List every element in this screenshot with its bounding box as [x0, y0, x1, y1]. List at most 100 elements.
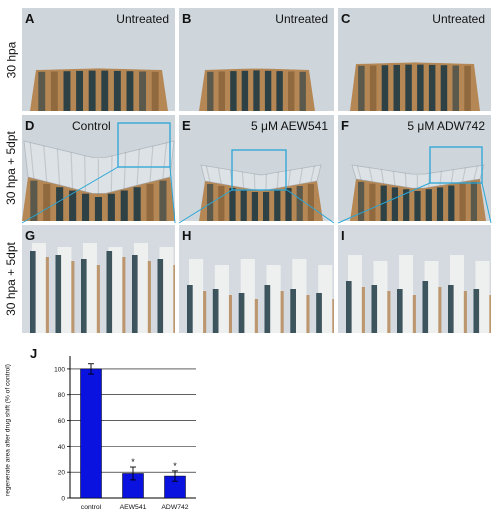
fin-image-B	[179, 8, 334, 111]
fin-ray	[288, 71, 295, 111]
pigment-stripe	[238, 293, 245, 333]
chart-panel-letter: J	[30, 346, 38, 361]
panel-H: H	[179, 225, 334, 333]
y-tick-label: 80	[58, 392, 66, 399]
pigment-stripe	[203, 291, 207, 333]
fin-ray	[459, 183, 466, 221]
inset-box	[231, 149, 287, 191]
fin-ray	[56, 187, 64, 221]
pigment-stripe	[228, 295, 232, 333]
fin-closeup-G	[22, 225, 175, 333]
fin-ray	[38, 71, 46, 111]
fin-ray	[285, 188, 292, 221]
pigment-stripe	[422, 281, 429, 333]
pigment-stripe	[30, 251, 36, 333]
fin-ray	[393, 64, 400, 111]
fin-ray	[230, 71, 237, 111]
fin-ray	[120, 190, 128, 221]
fin-ray	[229, 188, 236, 221]
panel-B: B Untreated	[179, 8, 334, 111]
fin-ray	[428, 64, 436, 111]
fin-ray	[43, 183, 51, 221]
fin-closeup-I	[338, 225, 491, 333]
pigment-stripe	[147, 261, 151, 333]
fin-ray	[63, 71, 71, 111]
y-tick-label: 40	[58, 444, 66, 451]
fin-image-C	[338, 8, 491, 111]
pigment-stripe	[157, 259, 164, 333]
pigment-stripe	[387, 291, 391, 333]
x-tick-label: ADW742	[161, 504, 188, 511]
fin-ray	[425, 189, 432, 221]
fin-ray	[30, 180, 38, 221]
pigment-stripe	[55, 255, 62, 333]
fin-ray	[307, 184, 314, 221]
pigment-stripe	[489, 295, 491, 333]
fin-ray	[88, 70, 96, 111]
regenerate-tissue	[200, 164, 322, 192]
pigment-stripe	[45, 257, 49, 333]
fin-ray	[264, 70, 272, 111]
y-tick-label: 60	[58, 418, 66, 425]
fin-ray	[417, 64, 424, 111]
panel-caption-F: 5 μM ADW742	[407, 119, 485, 133]
row-label-3: 30 hpa + 5dpt	[4, 242, 19, 316]
fin-ray	[440, 65, 448, 111]
fin-ray	[448, 185, 455, 221]
panel-letter-H: H	[182, 228, 192, 243]
significance-marker: *	[173, 461, 177, 471]
panel-letter-B: B	[182, 11, 192, 26]
panel-C: C Untreated	[338, 8, 491, 111]
pigment-stripe	[361, 287, 365, 333]
panel-I: I	[338, 225, 491, 333]
fin-ray	[452, 65, 459, 111]
pigment-stripe	[106, 251, 113, 333]
fin-ray	[76, 70, 83, 111]
pigment-stripe	[397, 289, 403, 333]
fin-ray	[101, 70, 109, 111]
fin-ray	[139, 71, 146, 111]
pigment-stripe	[132, 255, 138, 333]
fin-ray	[133, 187, 141, 221]
fin-ray	[240, 190, 247, 221]
pigment-stripe	[264, 285, 271, 333]
pigment-stripe	[412, 295, 416, 333]
pigment-stripe	[212, 289, 219, 333]
fin-ray	[369, 65, 377, 111]
panel-letter-F: F	[341, 118, 349, 133]
pigment-stripe	[448, 285, 454, 333]
panel-caption-B: Untreated	[275, 12, 328, 26]
panel-letter-G: G	[25, 228, 36, 243]
panel-caption-E: 5 μM AEW541	[251, 119, 328, 133]
fin-ray	[296, 186, 303, 221]
pigment-stripe	[81, 259, 87, 333]
fin-ray	[403, 189, 410, 221]
row-label-2: 30 hpa + 5dpt	[4, 131, 19, 205]
pigment-stripe	[346, 281, 352, 333]
panel-E: E 5 μM AEW541	[179, 115, 334, 221]
pigment-stripe	[254, 299, 258, 333]
fin-ray	[436, 187, 444, 221]
row-label-1: 30 hpa	[4, 41, 19, 78]
y-tick-label: 0	[61, 496, 65, 503]
fin-ray	[241, 70, 249, 111]
pigment-stripe	[187, 285, 193, 333]
panel-letter-I: I	[341, 228, 345, 243]
pigment-stripe	[71, 261, 75, 333]
fin-ray	[146, 183, 154, 221]
bar-chart: 0 20 40 60 80 100 control * AEW541 * ADW742	[36, 346, 206, 516]
panel-letter-E: E	[182, 118, 191, 133]
fin-ray	[69, 190, 77, 221]
fin-ray	[159, 180, 167, 221]
fin-ray	[299, 71, 306, 111]
panel-letter-A: A	[25, 11, 35, 26]
pigment-stripe	[280, 291, 284, 333]
pigment-stripe	[438, 287, 442, 333]
fin-ray	[94, 197, 102, 221]
fin-ray	[113, 70, 121, 111]
x-tick-label: control	[81, 504, 102, 511]
pigment-stripe	[316, 293, 322, 333]
fin-ray	[263, 192, 270, 221]
pigment-stripe	[332, 299, 334, 333]
